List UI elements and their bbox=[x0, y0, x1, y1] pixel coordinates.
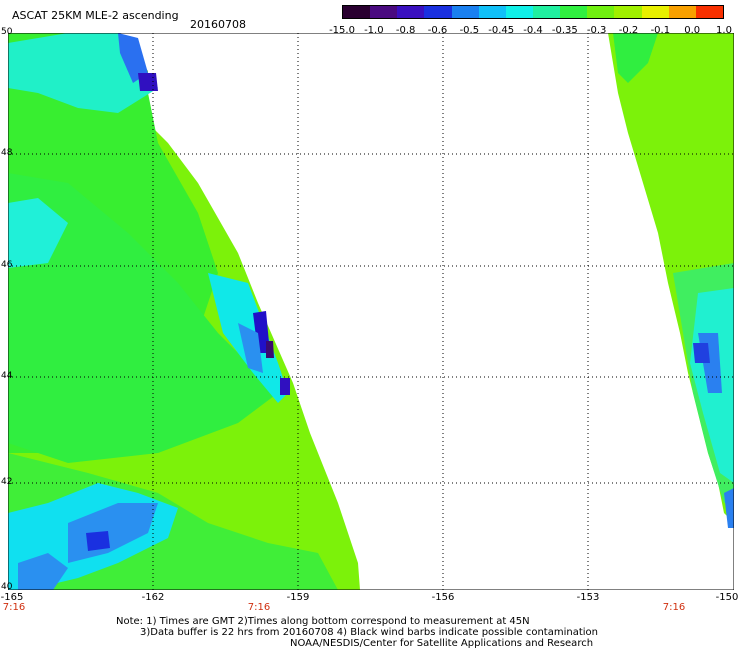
colorbar-tick-label: -0.2 bbox=[618, 25, 639, 36]
colorbar-swatch bbox=[532, 6, 561, 18]
colorbar-swatch bbox=[478, 6, 506, 18]
colorbar-tick-label: -0.1 bbox=[650, 25, 671, 36]
colorbar-tick-label: -0.4 bbox=[523, 25, 543, 36]
lat-label-46: 46 bbox=[1, 260, 13, 270]
colorbar-tick-label: -15.0 bbox=[329, 25, 355, 36]
lat-label-42: 42 bbox=[1, 477, 13, 487]
note-line-3: NOAA/NESDIS/Center for Satellite Applica… bbox=[290, 638, 594, 649]
lat-label-40: 40 bbox=[1, 582, 13, 592]
note-line-2: 3)Data buffer is 22 hrs from 20160708 4)… bbox=[140, 627, 598, 638]
colorbar-tick-label: -0.3 bbox=[586, 25, 607, 36]
time-label-west: 7:16 bbox=[2, 602, 26, 613]
colorbar-swatch bbox=[695, 6, 723, 18]
colorbar-swatch bbox=[370, 6, 398, 18]
colorbar-swatch bbox=[397, 6, 425, 18]
colorbar-swatch bbox=[641, 6, 669, 18]
map-date: 20160708 bbox=[190, 18, 246, 31]
lon-label-156: -156 bbox=[431, 592, 455, 603]
lon-label-165: -165 bbox=[0, 592, 24, 603]
note-line-1: Note: 1) Times are GMT 2)Times along bot… bbox=[116, 616, 530, 627]
colorbar-swatch bbox=[451, 6, 479, 18]
colorbar-tick-label: -1.0 bbox=[364, 25, 384, 36]
map-title: ASCAT 25KM MLE-2 ascending bbox=[12, 9, 179, 22]
colorbar-tick-label: -0.35 bbox=[551, 25, 578, 36]
lat-label-48: 48 bbox=[1, 148, 13, 158]
colorbar-swatch bbox=[614, 6, 642, 18]
colorbar-tick-label: -0.5 bbox=[459, 25, 480, 36]
colorbar-swatch bbox=[343, 6, 371, 18]
colorbar-swatch bbox=[560, 6, 588, 18]
colorbar-tick-label: -0.45 bbox=[488, 25, 515, 36]
lon-label-150: -150 bbox=[715, 592, 739, 603]
swath-map bbox=[8, 33, 734, 590]
colorbar bbox=[342, 5, 724, 19]
time-label-east: 7:16 bbox=[662, 602, 686, 613]
lon-label-159: -159 bbox=[286, 592, 310, 603]
colorbar-tick-label: -0.8 bbox=[395, 25, 416, 36]
colorbar-swatch bbox=[505, 6, 533, 18]
time-label-mid: 7:16 bbox=[247, 602, 271, 613]
colorbar-tick-label: -0.6 bbox=[427, 25, 448, 36]
colorbar-swatch bbox=[424, 6, 452, 18]
lon-label-162: -162 bbox=[141, 592, 165, 603]
lon-label-153: -153 bbox=[576, 592, 600, 603]
lat-label-44: 44 bbox=[1, 371, 13, 381]
colorbar-tick-label: 0.0 bbox=[684, 25, 701, 36]
colorbar-swatch bbox=[587, 6, 615, 18]
colorbar-tick-label: 1.0 bbox=[716, 25, 732, 36]
lat-label-50: 50 bbox=[1, 27, 13, 37]
colorbar-swatch bbox=[668, 6, 696, 18]
